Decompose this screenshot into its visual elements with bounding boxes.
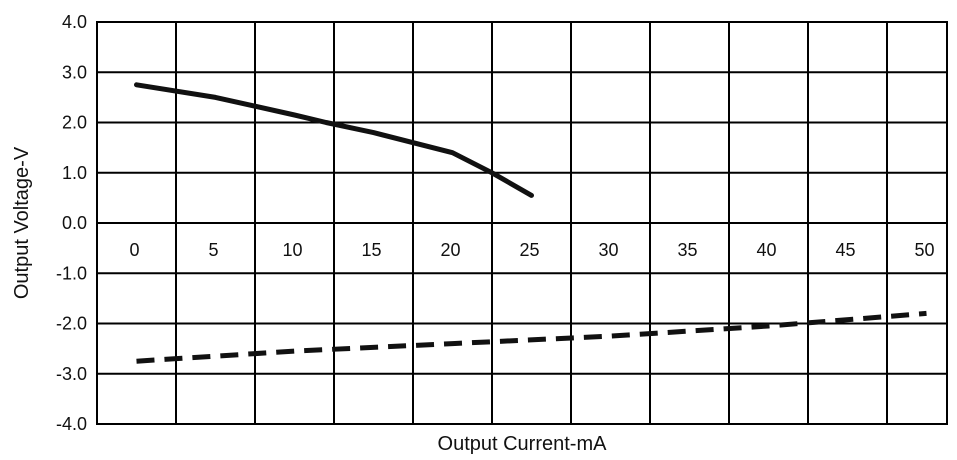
- x-tick-label: 15: [361, 240, 381, 260]
- series: [134, 82, 927, 364]
- x-tick-label: 25: [519, 240, 539, 260]
- y-tick-label: -3.0: [56, 364, 87, 384]
- x-tick-label: 10: [282, 240, 302, 260]
- y-tick-label: -1.0: [56, 263, 87, 283]
- grid: [97, 21, 947, 425]
- y-tick-label: 0.0: [62, 213, 87, 233]
- x-tick-label: 20: [440, 240, 460, 260]
- plot-frame: [96, 21, 948, 425]
- x-tick-labels: 0 5 10 15 20 25 30 35 40 45 50: [129, 240, 934, 260]
- x-tick-label: 50: [914, 240, 934, 260]
- series-line-dashed: [136, 310, 927, 364]
- y-tick-label: 2.0: [62, 113, 87, 133]
- x-tick-label: 40: [756, 240, 776, 260]
- x-tick-label: 0: [129, 240, 139, 260]
- x-axis-label: Output Current-mA: [438, 433, 608, 455]
- y-axis-label: Output Voltage-V: [11, 146, 33, 299]
- y-tick-label: 1.0: [62, 163, 87, 183]
- y-tick-label: 3.0: [62, 62, 87, 82]
- y-tick-labels: 4.0 3.0 2.0 1.0 0.0 -1.0 -2.0 -3.0 -4.0: [56, 12, 87, 434]
- series-line-solid: [134, 82, 534, 198]
- x-tick-label: 30: [598, 240, 618, 260]
- x-tick-label: 35: [677, 240, 697, 260]
- y-tick-label: -4.0: [56, 414, 87, 434]
- y-tick-label: 4.0: [62, 12, 87, 32]
- y-tick-label: -2.0: [56, 314, 87, 334]
- x-tick-label: 45: [835, 240, 855, 260]
- x-tick-label: 5: [208, 240, 218, 260]
